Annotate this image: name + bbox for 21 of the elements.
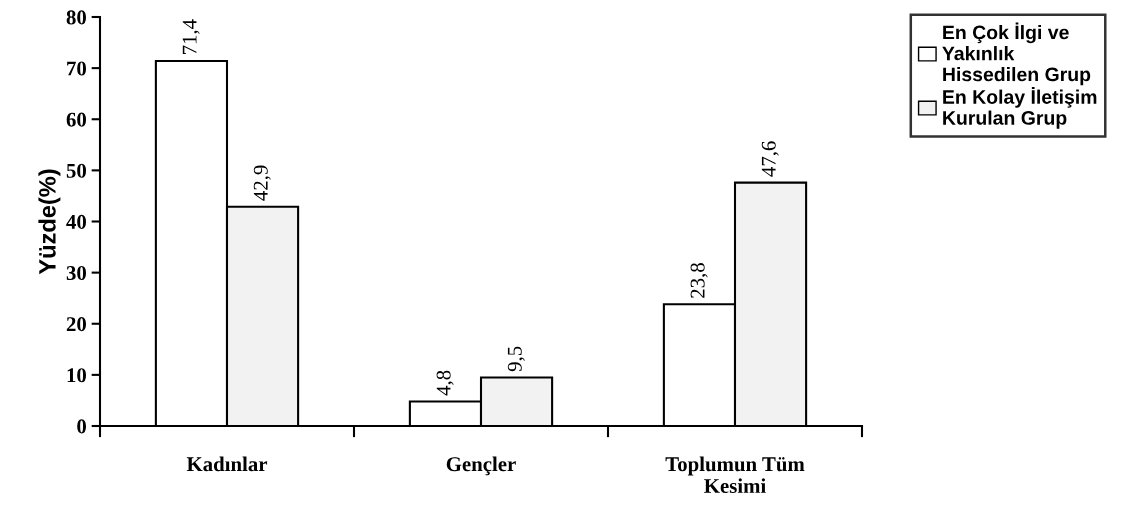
x-tick-label: Toplumun Tüm Kesimi xyxy=(665,456,805,493)
legend-label: En Çok İlgi ve Yakınlık Hissedilen Grup xyxy=(942,22,1091,86)
data-label: 47,6 xyxy=(761,141,779,177)
y-tick-label: 70 xyxy=(67,61,87,76)
data-label: 42,9 xyxy=(253,165,271,201)
data-label: 23,8 xyxy=(690,263,708,298)
y-tick-label: 40 xyxy=(66,214,87,229)
y-axis-title: Yüzde(%) xyxy=(38,169,61,275)
y-tick-label: 20 xyxy=(66,317,87,332)
y-tick-label: 50 xyxy=(66,163,87,178)
data-label: 9,5 xyxy=(507,346,525,372)
y-tick-label: 10 xyxy=(67,368,87,383)
y-tick-label: 0 xyxy=(77,419,87,434)
x-tick-label: Kadınlar xyxy=(186,456,268,472)
y-tick-label: 60 xyxy=(66,112,87,127)
y-tick-label: 30 xyxy=(66,266,87,281)
data-label: 4,8 xyxy=(436,370,454,396)
y-tick-label: 80 xyxy=(66,10,87,25)
legend-label: En Kolay İletişim Kurulan Grup xyxy=(943,87,1097,129)
x-tick-label: Gençler xyxy=(446,456,516,476)
data-label: 71,4 xyxy=(182,19,200,55)
